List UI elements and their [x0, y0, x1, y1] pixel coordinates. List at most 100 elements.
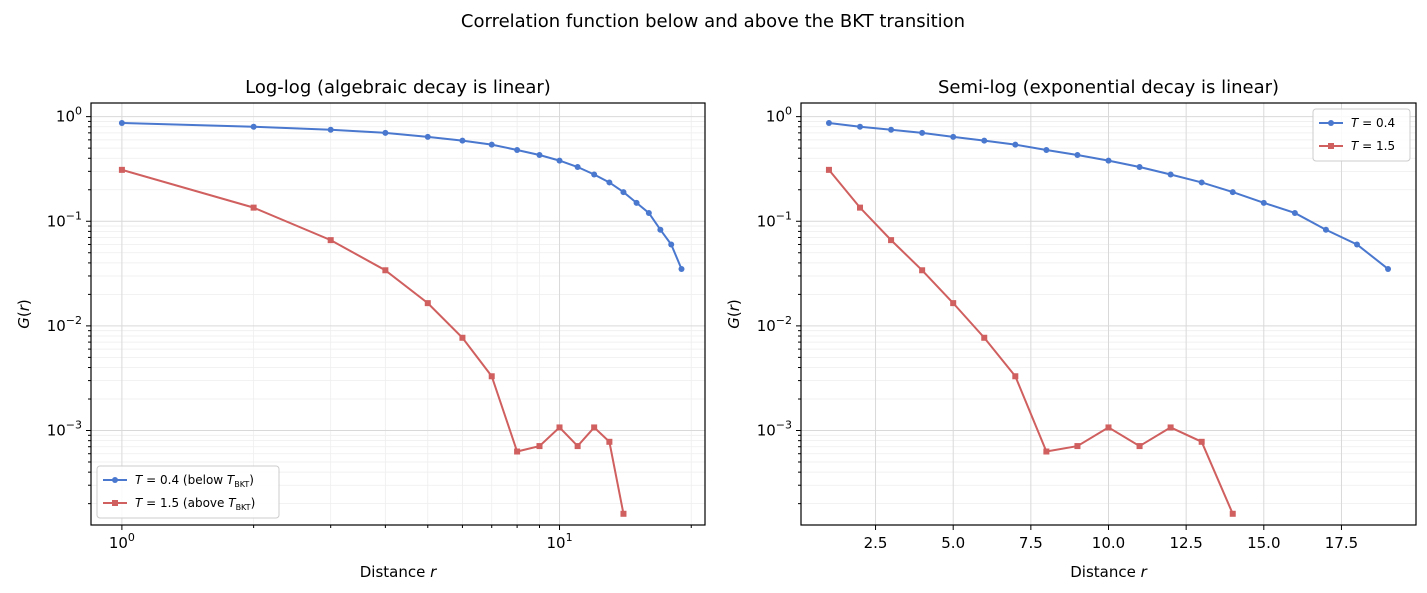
data-point — [668, 241, 675, 248]
x-tick-label: 101 — [546, 531, 572, 552]
data-point — [1229, 189, 1236, 196]
data-point — [327, 126, 334, 133]
data-point — [620, 510, 627, 517]
data-point — [1012, 373, 1019, 380]
data-point — [606, 438, 613, 445]
data-point — [514, 146, 521, 153]
data-point — [1198, 438, 1205, 445]
y-tick-label: 100 — [766, 105, 792, 126]
series-1 — [825, 166, 1236, 517]
data-point — [981, 334, 988, 341]
data-point — [1074, 151, 1081, 158]
data-point — [657, 226, 664, 233]
x-tick-label: 7.5 — [1019, 534, 1043, 552]
data-point — [488, 373, 495, 380]
data-point — [645, 209, 652, 216]
data-point — [1291, 209, 1298, 216]
y-axis-label: G(r) — [725, 299, 743, 329]
data-point — [574, 443, 581, 450]
data-point — [514, 448, 521, 455]
data-point — [888, 237, 895, 244]
data-point — [250, 204, 257, 211]
data-point — [857, 204, 864, 211]
x-tick-label: 10.0 — [1092, 534, 1125, 552]
figure-suptitle: Correlation function below and above the… — [461, 11, 965, 32]
data-point — [1198, 179, 1205, 186]
y-tick-label: 10−2 — [757, 314, 792, 335]
data-point — [1260, 199, 1267, 206]
panel-title: Semi-log (exponential decay is linear) — [938, 77, 1279, 98]
data-point — [620, 189, 627, 196]
legend-marker — [1328, 120, 1334, 126]
data-point — [825, 166, 832, 173]
data-point — [919, 129, 926, 136]
series-line — [121, 121, 683, 270]
legend-entry: T = 1.5 — [1351, 139, 1395, 153]
data-point — [459, 137, 466, 144]
series-line — [828, 169, 1234, 515]
y-tick-label: 10−3 — [47, 419, 82, 440]
data-point — [888, 126, 895, 133]
data-point — [1229, 510, 1236, 517]
data-point — [591, 171, 598, 178]
data-point — [825, 119, 832, 126]
semilog-panel: 10−3 10−2 10−1 100 2.5 5.0 7.5 10.0 12.5 15.0 17.5… — [725, 77, 1417, 581]
legend-marker — [112, 477, 118, 483]
data-point — [1105, 157, 1112, 164]
legend-entry: T = 0.4 (below TBKT) — [135, 473, 254, 489]
y-tick-label: 10−1 — [757, 209, 792, 230]
data-point — [424, 133, 431, 140]
data-point — [536, 443, 543, 450]
data-point — [556, 157, 563, 164]
data-point — [1167, 171, 1174, 178]
loglog-panel: 10−3 10−2 10−1 100 100 101 Log-log (algebraic … — [15, 77, 706, 581]
data-point — [606, 179, 613, 186]
series-1 — [118, 166, 627, 517]
grid — [801, 103, 1416, 525]
y-axis-label: G(r) — [15, 299, 33, 329]
legend: T = 0.4 (below TBKT) T = 1.5 (above TBKT) — [96, 465, 280, 519]
series-0 — [118, 119, 685, 272]
data-point — [1043, 146, 1050, 153]
legend-entry: T = 0.4 — [1351, 116, 1395, 130]
legend: T = 0.4 T = 1.5 — [1312, 108, 1411, 162]
data-point — [857, 123, 864, 130]
y-tick-label: 10−2 — [47, 314, 82, 335]
data-point — [536, 151, 543, 158]
data-point — [1353, 241, 1360, 248]
data-point — [250, 123, 257, 130]
y-tick-label: 100 — [56, 105, 82, 126]
data-point — [556, 424, 563, 431]
data-point — [591, 424, 598, 431]
x-tick-label: 15.0 — [1247, 534, 1280, 552]
data-point — [327, 237, 334, 244]
legend-box — [96, 465, 280, 519]
panel-title: Log-log (algebraic decay is linear) — [245, 77, 551, 98]
x-axis-label: Distance r — [1070, 563, 1147, 581]
data-point — [1074, 443, 1081, 450]
data-point — [459, 334, 466, 341]
data-point — [1136, 443, 1143, 450]
data-point — [1043, 448, 1050, 455]
data-point — [1105, 424, 1112, 431]
series-0 — [825, 119, 1392, 272]
data-point — [1136, 164, 1143, 171]
grid — [91, 103, 705, 525]
x-tick-label: 100 — [109, 531, 135, 552]
series-line — [121, 168, 625, 514]
data-point — [1385, 265, 1392, 272]
data-point — [118, 119, 125, 126]
x-tick-label: 17.5 — [1325, 534, 1358, 552]
data-point — [382, 129, 389, 136]
data-point — [1012, 141, 1019, 148]
legend-marker — [1328, 143, 1334, 149]
data-point — [950, 300, 957, 307]
data-point — [574, 164, 581, 171]
axes-frame — [90, 102, 706, 526]
data-point — [424, 300, 431, 307]
data-point — [118, 166, 125, 173]
data-point — [1322, 226, 1329, 233]
x-tick-label: 12.5 — [1169, 534, 1202, 552]
y-tick-label: 10−3 — [757, 419, 792, 440]
